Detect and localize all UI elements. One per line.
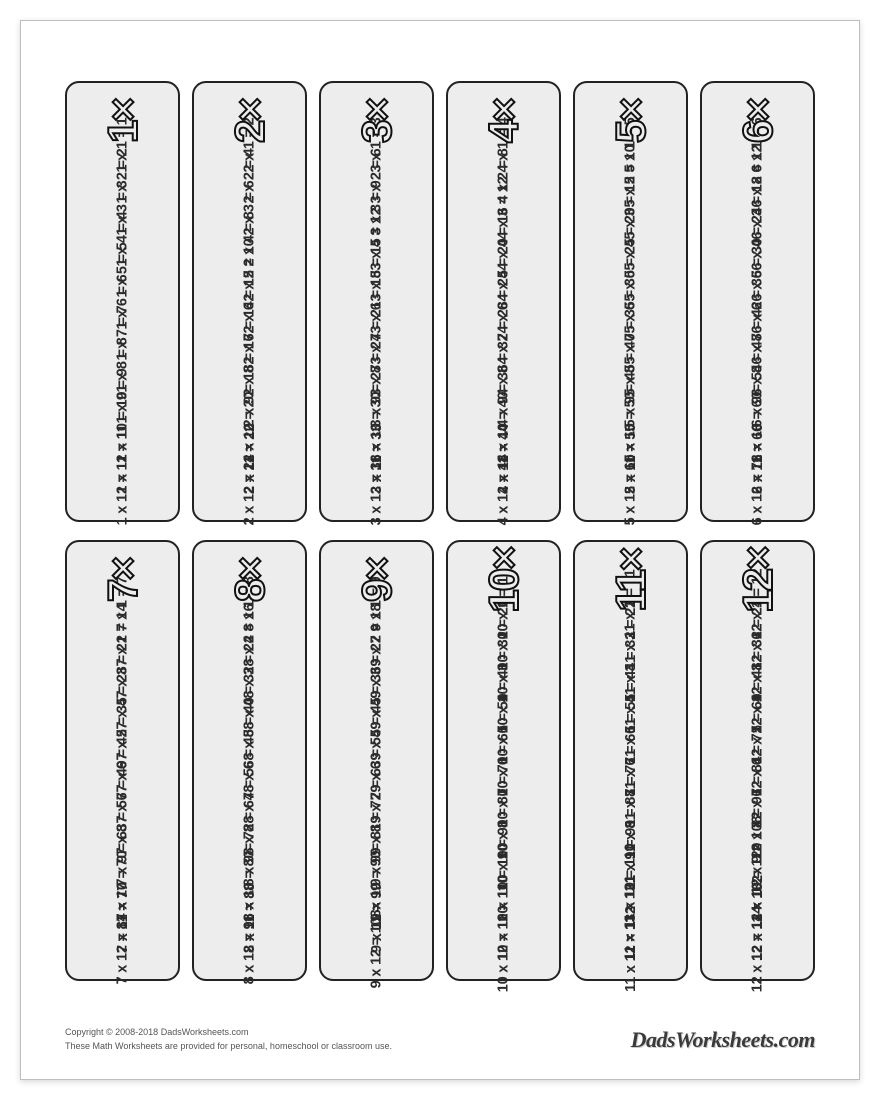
equation: 7 x 12 = 84 bbox=[115, 914, 131, 985]
times-table-card-7: 7×7 x 1 = 77 x 2 = 147 x 3 = 217 x 4 = 2… bbox=[65, 540, 180, 981]
equation-list: 8 x 1 = 88 x 2 = 168 x 3 = 248 x 4 = 328… bbox=[194, 554, 305, 961]
equation: 11 x 12 = 132 bbox=[622, 906, 638, 992]
times-table-card-11: 11×11 x 1 = 1111 x 2 = 2211 x 3 = 3311 x… bbox=[573, 540, 688, 981]
equation-list: 5 x 1 = 55 x 2 = 105 x 3 = 155 x 4 = 205… bbox=[575, 95, 686, 502]
equation-list: 10 x 1 = 1010 x 2 = 2010 x 3 = 3010 x 4 … bbox=[448, 554, 559, 961]
times-table-card-8: 8×8 x 1 = 88 x 2 = 168 x 3 = 248 x 4 = 3… bbox=[192, 540, 307, 981]
times-table-card-3: 3×3 x 1 = 33 x 2 = 63 x 3 = 93 x 4 = 123… bbox=[319, 81, 434, 522]
card-title-4: 4× bbox=[480, 99, 528, 143]
card-title-12: 12× bbox=[734, 547, 782, 612]
times-table-card-4: 4×4 x 1 = 44 x 2 = 84 x 3 = 124 x 4 = 16… bbox=[446, 81, 561, 522]
times-table-card-12: 12×12 x 1 = 1212 x 2 = 2412 x 3 = 3612 x… bbox=[700, 540, 815, 981]
card-title-10: 10× bbox=[480, 547, 528, 612]
times-table-card-1: 1×1 x 1 = 11 x 2 = 21 x 3 = 31 x 4 = 41 … bbox=[65, 81, 180, 522]
equation-list: 4 x 1 = 44 x 2 = 84 x 3 = 124 x 4 = 164 … bbox=[448, 95, 559, 502]
times-table-card-2: 2×2 x 1 = 22 x 2 = 42 x 3 = 62 x 4 = 82 … bbox=[192, 81, 307, 522]
card-title-11: 11× bbox=[607, 549, 655, 612]
times-table-card-6: 6×6 x 1 = 66 x 2 = 126 x 3 = 186 x 4 = 2… bbox=[700, 81, 815, 522]
equation: 8 x 12 = 96 bbox=[242, 914, 258, 985]
equation: 3 x 12 = 36 bbox=[369, 455, 385, 526]
worksheet-page: 1×1 x 1 = 11 x 2 = 21 x 3 = 31 x 4 = 41 … bbox=[20, 20, 860, 1080]
equation-list: 1 x 1 = 11 x 2 = 21 x 3 = 31 x 4 = 41 x … bbox=[67, 95, 178, 502]
brand-logo: DadsWorksheets.com bbox=[631, 1027, 815, 1053]
copyright-line-2: These Math Worksheets are provided for p… bbox=[65, 1040, 392, 1054]
equation-list: 9 x 1 = 99 x 2 = 189 x 3 = 279 x 4 = 369… bbox=[321, 554, 432, 961]
equation-list: 6 x 1 = 66 x 2 = 126 x 3 = 186 x 4 = 246… bbox=[702, 95, 813, 502]
equation: 12 x 12 = 144 bbox=[750, 906, 766, 993]
equation: 10 x 12 = 120 bbox=[496, 906, 512, 993]
page-footer: Copyright © 2008-2018 DadsWorksheets.com… bbox=[65, 1026, 815, 1053]
equation: 4 x 12 = 48 bbox=[496, 455, 512, 526]
card-title-7: 7× bbox=[99, 558, 147, 602]
equation-list: 2 x 1 = 22 x 2 = 42 x 3 = 62 x 4 = 82 x … bbox=[194, 95, 305, 502]
equation: 9 x 12 = 108 bbox=[368, 910, 384, 989]
card-title-8: 8× bbox=[226, 558, 274, 602]
card-title-6: 6× bbox=[734, 99, 782, 143]
copyright-line-1: Copyright © 2008-2018 DadsWorksheets.com bbox=[65, 1026, 392, 1040]
copyright-block: Copyright © 2008-2018 DadsWorksheets.com… bbox=[65, 1026, 392, 1053]
equation-list: 12 x 1 = 1212 x 2 = 2412 x 3 = 3612 x 4 … bbox=[702, 554, 813, 961]
equation: 6 x 12 = 72 bbox=[750, 455, 766, 526]
times-table-card-10: 10×10 x 1 = 1010 x 2 = 2010 x 3 = 3010 x… bbox=[446, 540, 561, 981]
equation-list: 11 x 1 = 1111 x 2 = 2211 x 3 = 3311 x 4 … bbox=[575, 554, 686, 961]
card-title-1: 1× bbox=[99, 99, 147, 143]
equation: 1 x 12 = 12 bbox=[115, 455, 131, 526]
times-table-card-9: 9×9 x 1 = 99 x 2 = 189 x 3 = 279 x 4 = 3… bbox=[319, 540, 434, 981]
card-title-2: 2× bbox=[226, 99, 274, 143]
tables-grid: 1×1 x 1 = 11 x 2 = 21 x 3 = 31 x 4 = 41 … bbox=[65, 81, 815, 981]
equation: 5 x 12 = 60 bbox=[623, 455, 639, 526]
equation-list: 3 x 1 = 33 x 2 = 63 x 3 = 93 x 4 = 123 x… bbox=[321, 95, 432, 502]
card-title-3: 3× bbox=[353, 99, 401, 143]
equation-list: 7 x 1 = 77 x 2 = 147 x 3 = 217 x 4 = 287… bbox=[67, 554, 178, 961]
times-table-card-5: 5×5 x 1 = 55 x 2 = 105 x 3 = 155 x 4 = 2… bbox=[573, 81, 688, 522]
equation: 2 x 12 = 24 bbox=[242, 455, 258, 526]
card-title-9: 9× bbox=[353, 558, 401, 602]
card-title-5: 5× bbox=[607, 99, 655, 143]
